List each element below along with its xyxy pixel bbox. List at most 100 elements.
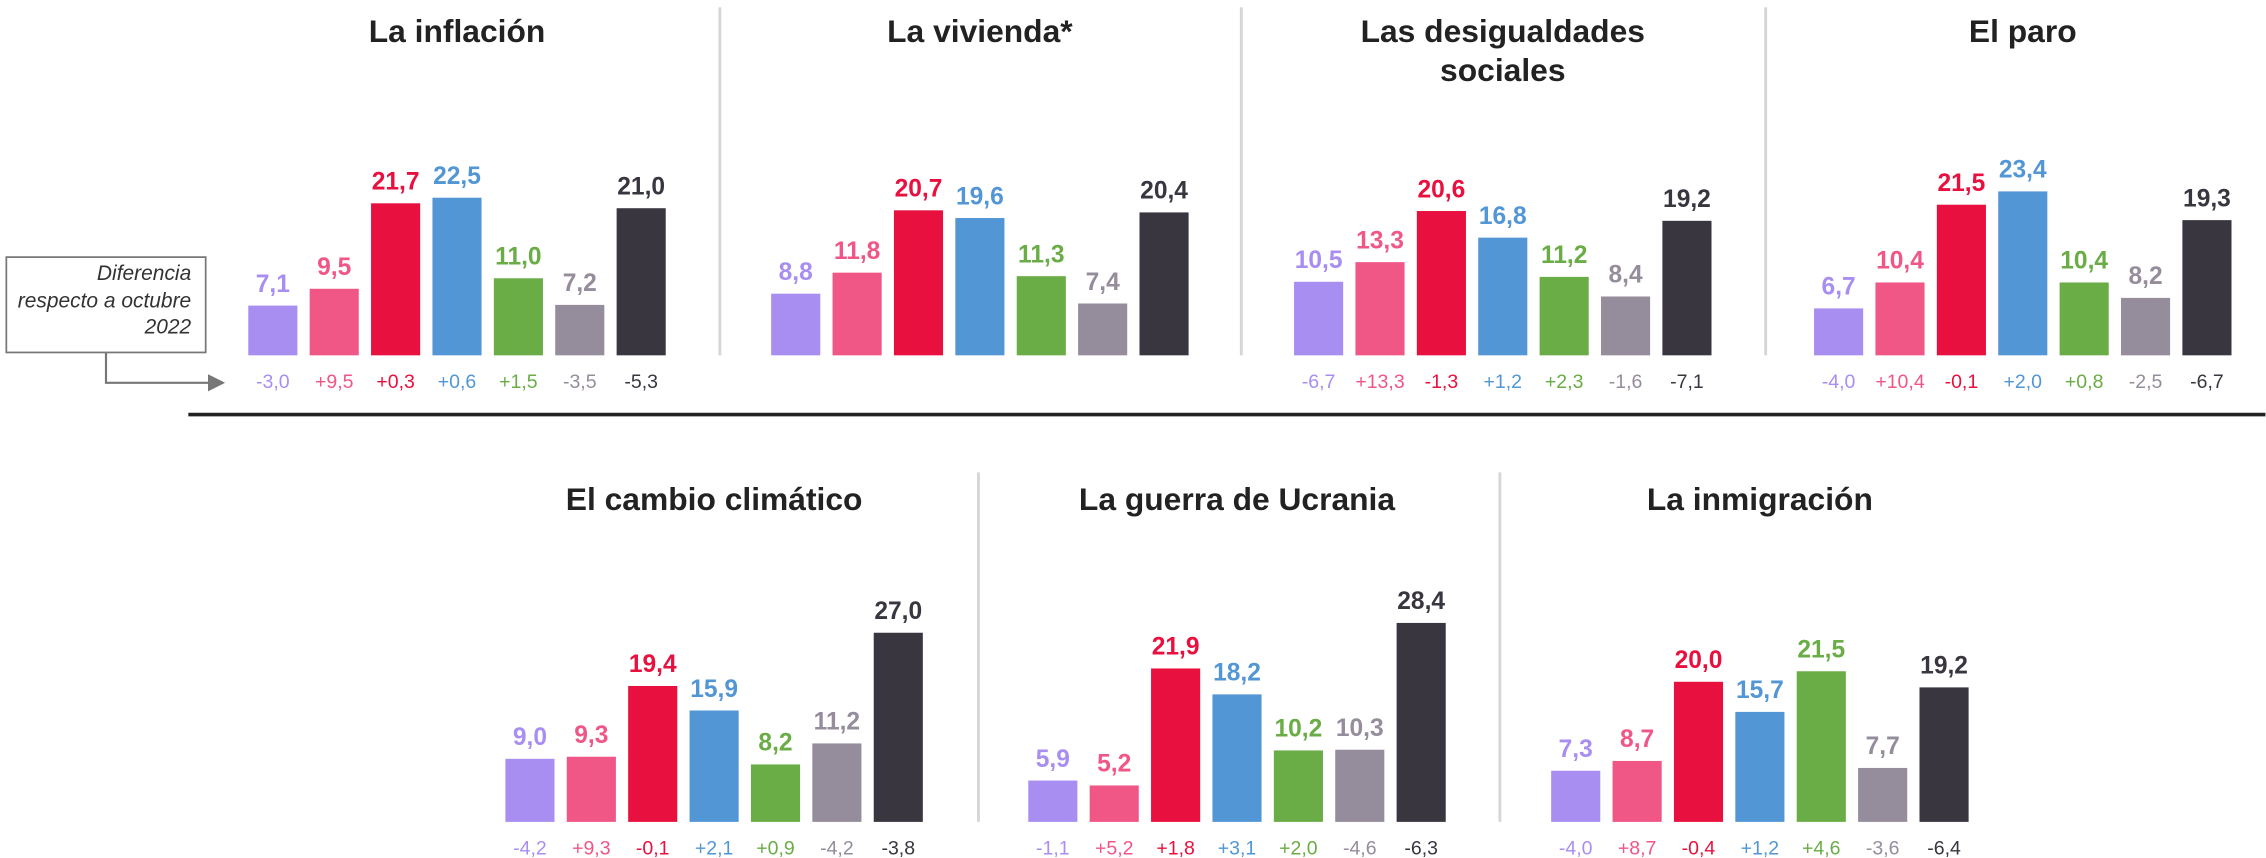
bar [1478,237,1528,356]
bar [1998,191,2048,356]
bar [893,210,944,356]
chart-title-box: El paro [1968,13,2077,50]
bar [555,304,605,356]
value-label: 18,2 [1213,660,1261,687]
change-label: -4,2 [820,837,854,858]
chart-title-box: La inflación [369,13,546,49]
bar [873,632,923,822]
value-label: 13,3 [1356,227,1404,254]
bar [616,208,666,356]
value-label: 19,2 [1920,653,1968,680]
value-label: 21,9 [1152,634,1200,661]
change-label: +5,2 [1095,837,1134,858]
value-label: 5,9 [1036,746,1070,773]
change-label: -3,6 [1866,837,1900,858]
annotation: Diferencia respecto a octubre 2022 [17,262,192,340]
bar [1016,276,1066,356]
bar [1662,220,1712,356]
value-label: 5,2 [1097,751,1131,778]
bar [1875,282,1925,356]
bar [1335,749,1385,822]
bar [1601,296,1651,356]
change-label: +2,0 [1279,837,1318,858]
value-label: 20,0 [1675,647,1723,674]
value-label: 11,0 [495,244,541,271]
value-label: 20,6 [1417,176,1465,203]
change-label: +0,3 [376,371,415,393]
change-label: -6,7 [1302,371,1336,393]
change-label: +1,2 [1741,837,1780,858]
change-label: -4,0 [1559,837,1593,858]
change-label: +8,7 [1618,837,1657,858]
annotation-text: Diferencia respecto a octubre 2022 [17,262,192,340]
value-label: 11,3 [1018,241,1064,268]
bar [771,293,821,356]
change-label: -1,6 [1609,371,1643,393]
value-label: 7,4 [1086,269,1120,296]
change-label: -2,5 [2129,371,2163,393]
change-label: -4,0 [1822,371,1856,393]
change-label: -5,3 [624,371,658,393]
bar [689,710,739,822]
value-label: 10,5 [1295,247,1343,274]
value-label: 21,0 [617,173,665,200]
change-label: -6,4 [1927,837,1961,858]
bar [1539,276,1589,356]
change-label: +0,8 [2065,371,2104,393]
value-label: 19,4 [629,651,677,678]
value-label: 10,3 [1336,715,1384,742]
change-label: -3,0 [256,371,290,393]
change-label: +4,6 [1802,837,1840,858]
chart-title-box: La vivienda* [887,13,1072,49]
change-label: -6,3 [1404,837,1438,858]
bar [371,203,421,356]
bar [1028,780,1078,822]
bar [1294,281,1344,356]
value-label: 7,7 [1866,733,1900,760]
change-label: -7,1 [1670,371,1704,393]
value-label: 9,0 [513,724,547,751]
change-label: +1,8 [1156,837,1195,858]
chart-title-box: Las desigualdades sociales [1360,13,1645,89]
bar [1273,750,1323,822]
bar [2059,282,2109,356]
change-label: -1,3 [1425,371,1459,393]
value-label: 15,9 [690,676,738,703]
change-label: +1,5 [499,371,538,393]
change-label: +0,6 [438,371,477,393]
bar [1396,622,1446,822]
change-label: -1,1 [1036,837,1070,858]
bar [2121,297,2171,356]
bar [1814,308,1864,356]
chart-title: Las desigualdades sociales [1360,13,1645,89]
bar [248,305,298,356]
value-label: 7,1 [256,271,290,298]
bar [1612,760,1662,822]
change-label: +9,3 [572,837,611,858]
chart-title: El cambio climático [565,481,863,518]
bar [1735,711,1785,822]
value-label: 27,0 [874,598,922,625]
value-label: 23,4 [1999,157,2047,184]
value-label: 8,7 [1620,726,1654,753]
value-label: 15,7 [1736,677,1784,704]
value-label: 8,4 [1608,262,1642,289]
bar [1078,303,1128,356]
value-label: 22,5 [433,163,481,190]
bar [1936,204,1986,356]
chart-title-box: La guerra de Ucrania [1079,481,1395,517]
bar [2182,220,2232,356]
change-label: +2,0 [2004,371,2043,393]
bar [1673,681,1724,822]
chart-title: El paro [1968,13,2077,50]
bar [1796,671,1846,822]
change-label: +10,4 [1875,371,1924,393]
bar [1551,770,1601,822]
change-label: +3,1 [1218,837,1257,858]
chart-title-box: La inmigración [1646,481,1873,518]
value-label: 11,2 [1541,242,1587,269]
change-label: -4,2 [513,837,547,858]
chart-title: La inmigración [1646,481,1873,518]
